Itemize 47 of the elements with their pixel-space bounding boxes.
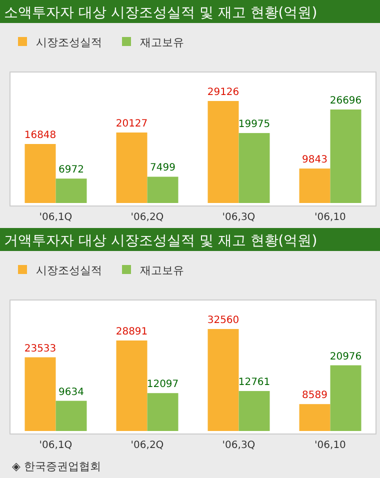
data-label: 26696	[330, 96, 362, 107]
data-label: 8589	[302, 390, 328, 402]
data-label: 7499	[150, 162, 176, 174]
bar	[147, 393, 178, 431]
bar	[238, 133, 270, 203]
data-label: 12761	[238, 377, 270, 388]
bar	[330, 365, 362, 431]
data-label: 9634	[58, 386, 84, 398]
x-tick-label: '06,10	[314, 440, 346, 451]
legend-label: 재고보유	[140, 264, 184, 277]
legend-label: 재고보유	[140, 36, 184, 49]
legend-label: 시장조성실적	[36, 264, 102, 277]
bar	[116, 340, 148, 431]
bar	[299, 168, 330, 203]
bar	[56, 178, 87, 203]
x-tick-label: '06,3Q	[222, 440, 256, 451]
bar	[24, 357, 56, 431]
data-label: 16848	[24, 130, 56, 141]
bar	[56, 400, 87, 431]
chart-title: 거액투자자 대상 시장조성실적 및 재고 현황(억원)	[4, 233, 318, 249]
bar	[208, 101, 239, 203]
data-label: 28891	[116, 326, 148, 338]
bar	[24, 144, 56, 203]
data-label: 29126	[207, 87, 240, 98]
x-tick-label: '06,3Q	[222, 212, 256, 223]
bar	[208, 329, 239, 431]
x-tick-label: '06,1Q	[39, 440, 72, 451]
data-label: 20127	[116, 118, 148, 130]
bar	[116, 132, 148, 203]
bar	[147, 176, 178, 203]
data-label: 23533	[24, 343, 56, 354]
bar	[238, 391, 270, 431]
chart-title: 소액투자자 대상 시장조성실적 및 재고 현황(억원)	[4, 5, 318, 21]
x-tick-label: '06,2Q	[130, 440, 164, 451]
data-label: 19975	[238, 119, 270, 130]
x-tick-label: '06,2Q	[130, 212, 164, 223]
x-tick-label: '06,1Q	[39, 212, 72, 223]
bar	[299, 404, 330, 431]
data-label: 20976	[330, 351, 362, 362]
data-label: 12097	[146, 379, 179, 390]
bar	[330, 110, 362, 203]
data-label: 32560	[207, 315, 240, 326]
x-tick-label: '06,10	[314, 212, 346, 223]
legend-label: 시장조성실적	[36, 36, 102, 49]
data-label: 6972	[58, 164, 84, 176]
text: ◈ 한국증권업협회	[12, 460, 101, 473]
data-label: 9843	[302, 154, 328, 166]
